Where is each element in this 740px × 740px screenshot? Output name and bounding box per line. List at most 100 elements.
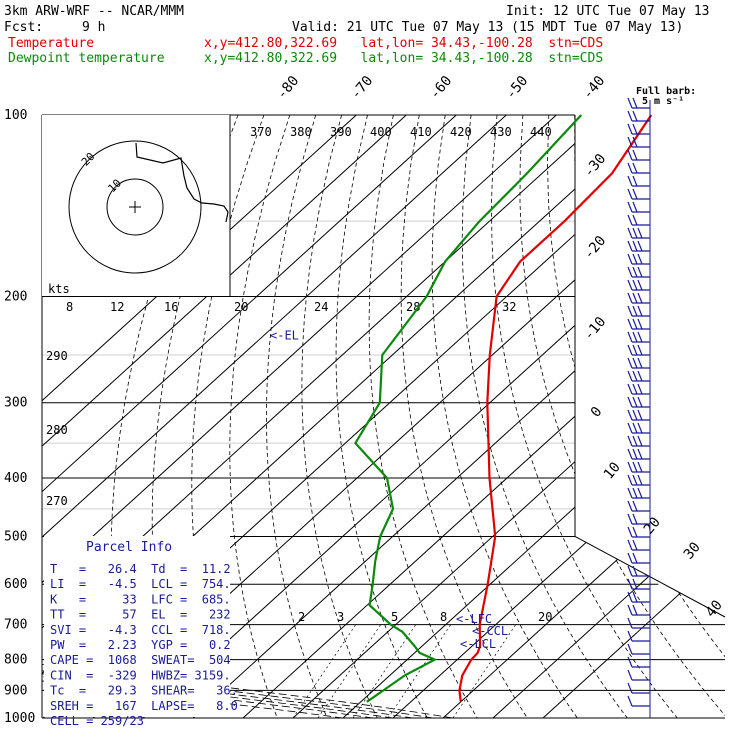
dry-adiabat [301, 115, 378, 718]
wind-barb [627, 123, 650, 135]
wind-barb-flag [627, 695, 633, 707]
temperature-legend-label: Temperature [8, 36, 95, 51]
wind-barb [627, 604, 650, 616]
wind-barb-flag [627, 409, 633, 421]
init-time: Init: 12 UTC Tue 07 May 13 [506, 4, 710, 19]
hodograph-ring [106, 178, 164, 236]
isotherm-line [542, 115, 725, 718]
wind-barb [627, 552, 650, 564]
wind-barb-flag [627, 149, 633, 161]
mixing-ratio-label: 20 [538, 610, 552, 624]
wind-barb-flag [637, 396, 643, 408]
wind-barb [627, 214, 650, 226]
wind-barb-flag [627, 617, 633, 629]
wind-barb [627, 318, 650, 330]
wind-barb-flag [632, 318, 638, 330]
wind-barb-flag [637, 292, 643, 304]
wind-barb [627, 578, 650, 590]
wind-barb-flag [632, 149, 638, 161]
temperature-legend-info: x,y=412.80,322.69 lat,lon= 34.43,-100.28… [204, 36, 604, 51]
wind-barb [627, 396, 650, 408]
theta-label: 270 [46, 494, 68, 508]
wind-barb-flag [637, 344, 643, 356]
mixing-ratio-label: 8 [440, 610, 447, 624]
parcel-info-row: SVI = -4.3 CCL = 718. [50, 623, 231, 637]
parcel-info-row: Tc = 29.3 SHEAR= 36. [50, 684, 238, 698]
hodograph-trace [135, 142, 229, 223]
mixing-ratio-line [352, 624, 417, 718]
wind-barb-flag [627, 175, 633, 187]
mixing-ratio-label: 5 [391, 610, 398, 624]
wind-barb [627, 97, 650, 109]
inset-speed-label: 32 [502, 300, 516, 314]
pressure-tick-label: 1000 [4, 711, 35, 726]
wind-barb-flag [637, 370, 643, 382]
parcel-info-row: TT = 57 EL = 232 [50, 608, 231, 622]
wind-barb [627, 292, 650, 304]
wind-barb [627, 591, 650, 603]
wind-barb-flag [632, 344, 638, 356]
theta-label: 400 [370, 125, 392, 139]
pressure-tick-label: 100 [4, 108, 27, 123]
wind-barb-flag [627, 552, 633, 564]
parcel-info-row: PW = 2.23 YGP = 0.2 [50, 638, 231, 652]
wind-barb-flag [627, 383, 633, 395]
pressure-tick-label: 900 [4, 683, 27, 698]
wind-barb [627, 370, 650, 382]
wind-barb-flag [627, 539, 633, 551]
isotherm-line [42, 115, 557, 718]
wind-barb-flag [627, 227, 633, 239]
wind-barb-flag [627, 604, 633, 616]
inset-speed-label: 20 [234, 300, 248, 314]
isotherm-label: 0 [588, 404, 606, 421]
parcel-info-row: CIN = -329 HWBZ= 3159. [50, 668, 231, 682]
hodograph-ring [68, 140, 202, 274]
wind-barb-flag [637, 331, 643, 343]
wind-barb-flag [632, 253, 638, 265]
theta-label: 420 [450, 125, 472, 139]
wind-barb-flag [632, 578, 638, 590]
wind-barb [627, 474, 650, 486]
wind-barb-flag [637, 318, 643, 330]
isotherm-line [42, 115, 507, 718]
dry-adiabat [400, 115, 528, 718]
wind-barb-flag [637, 487, 643, 499]
wind-barb-flag [632, 383, 638, 395]
dry-adiabat [703, 115, 725, 718]
pressure-tick-label: 400 [4, 471, 27, 486]
wind-barb-flag [637, 409, 643, 421]
isotherm-label: -10 [581, 314, 610, 344]
isotherm-line [292, 115, 725, 718]
isotherm-label: -70 [348, 73, 377, 103]
wind-barb-flag [632, 396, 638, 408]
wind-barb-flag [632, 214, 638, 226]
isotherm-label: -60 [427, 73, 456, 103]
theta-label: 430 [490, 125, 512, 139]
pressure-tick-label: 700 [4, 618, 27, 633]
dry-adiabat [652, 115, 725, 718]
wind-barb-flag [632, 136, 638, 148]
wind-barb [627, 461, 650, 473]
wind-barb-flag [632, 513, 638, 525]
wind-barb-flag [632, 279, 638, 291]
wind-barb [627, 656, 650, 668]
wind-barb-flag [627, 266, 633, 278]
mixing-ratio-label: 2 [298, 610, 305, 624]
wind-barb-flag [632, 227, 638, 239]
wind-barb-flag [627, 253, 633, 265]
theta-label: 280 [46, 423, 68, 437]
wind-barb-flag [637, 253, 643, 265]
dry-adiabat [266, 115, 328, 718]
wind-barb-flag [632, 565, 638, 577]
valid-time: Valid: 21 UTC Tue 07 May 13 (15 MDT Tue … [292, 20, 684, 35]
wind-barb [627, 565, 650, 577]
wind-barb-flag [627, 292, 633, 304]
dry-adiabat [229, 115, 291, 718]
isotherm-label: -40 [580, 73, 609, 103]
wind-barb-flag [627, 630, 633, 642]
wind-barb-flag [632, 526, 638, 538]
wind-barb-flag [627, 305, 633, 317]
wind-barb-flag [637, 266, 643, 278]
wind-barb-flag [627, 279, 633, 291]
wind-barb-flag [627, 682, 633, 694]
